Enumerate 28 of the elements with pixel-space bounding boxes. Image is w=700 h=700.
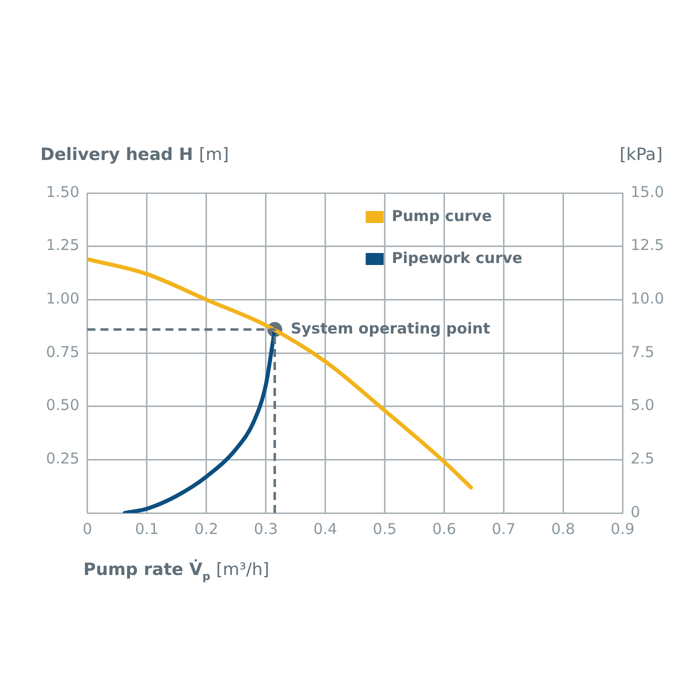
y2-tick-label: 10.0: [630, 290, 664, 308]
y2-tick-label: 5.0: [630, 396, 654, 414]
y2-tick-label: 7.5: [630, 342, 654, 361]
x-tick-label: 0.8: [551, 520, 576, 538]
x-tick-label: 0.1: [134, 520, 159, 538]
x-tick-label: 0.2: [194, 520, 218, 538]
y-tick-label: 0.25: [46, 450, 80, 468]
y-axis-title: Delivery head H [m]: [40, 145, 229, 165]
y-tick-label: 0.75: [46, 342, 80, 361]
x-tick-label: 0.3: [254, 520, 278, 538]
x-tick-label: 0.7: [492, 520, 516, 538]
x-tick-label: 0.9: [610, 520, 635, 538]
y-tick-label: 1.00: [46, 290, 80, 308]
annotation: System operating point: [290, 319, 490, 338]
y2-tick-label: 2.5: [630, 450, 654, 468]
y2-axis-title: [kPa]: [620, 145, 663, 165]
legend-label: Pump curve: [392, 206, 492, 225]
legend-label: Pipework curve: [392, 248, 522, 267]
y-tick-label: 0.50: [46, 396, 80, 414]
y2-tick-label: 15.0: [630, 182, 664, 201]
x-tick-label: 0.6: [432, 520, 456, 538]
x-tick-label: 0.5: [372, 520, 397, 538]
y2-tick-label: 12.5: [630, 236, 664, 254]
x-tick-label: 0.4: [313, 520, 338, 538]
y-tick-label: 1.50: [46, 182, 80, 201]
y2-tick-label: 0: [630, 502, 640, 521]
x-tick-label: 0: [82, 520, 92, 538]
y-tick-label: 1.25: [46, 236, 80, 254]
